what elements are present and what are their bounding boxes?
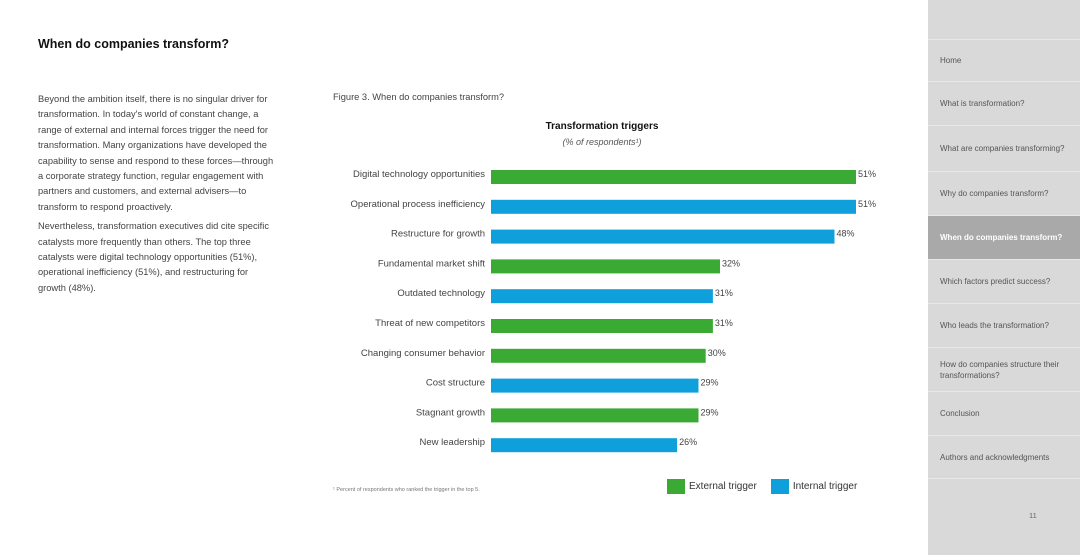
legend-item-external: External trigger [667,479,757,494]
sidebar-item-label: Home [940,56,962,65]
data-label: 32% [722,258,740,268]
chart-subtitle: (% of respondents¹) [562,137,641,147]
page-title: When do companies transform? [38,37,229,51]
bar-chart: Transformation triggers (% of respondents… [351,121,876,453]
sidebar-item-what-are-companies-transforming[interactable]: What are companies transforming? [928,125,1080,171]
body-paragraph: Nevertheless, transformation executives … [38,221,269,293]
category-label: Changing consumer behavior [361,348,485,359]
data-label: 29% [701,378,719,388]
category-label: Outdated technology [397,288,485,299]
category-label: Threat of new competitors [375,318,485,329]
chart-title: Transformation triggers [546,121,659,132]
data-label: 51% [858,169,876,179]
bar-external [491,408,699,423]
sidebar-item-label: Who leads the transformation? [940,321,1049,330]
bar-external [491,259,720,274]
report-page: When do companies transform? Beyond the … [38,37,876,494]
bar-internal [491,438,678,453]
sidebar-item-label: What is transformation? [940,99,1025,108]
sidebar-item-label: How do companies structure their transfo… [940,359,1060,380]
data-label: 31% [715,318,733,328]
bar-internal [491,199,856,214]
data-label: 31% [715,288,733,298]
body-paragraph: Beyond the ambition itself, there is no … [38,94,274,212]
sidebar-item-label: Authors and acknowledgments [940,452,1050,462]
figure-caption: Figure 3. When do companies transform? [333,92,505,102]
category-label: Fundamental market shift [378,258,486,269]
sidebar-item-how-do-companies-structure[interactable]: How do companies structure their transfo… [928,347,1080,391]
sidebar-item-label: What are companies transforming? [940,144,1065,153]
bar-internal [491,229,835,244]
sidebar-item-label: Which factors predict success? [940,277,1051,286]
sidebar-item-label: Why do companies transform? [940,189,1049,198]
sidebar-item-home[interactable]: Home [928,39,1080,81]
page-number: 11 [1029,511,1037,520]
sidebar-item-which-factors-predict-success[interactable]: Which factors predict success? [928,259,1080,303]
bar-external [491,170,856,184]
chart-footnote: ¹ Percent of respondents who ranked the … [333,487,480,493]
data-label: 48% [837,229,855,239]
legend-label-internal: Internal trigger [792,481,858,492]
bar-external [491,348,706,363]
category-label: New leadership [420,437,485,448]
legend-swatch-external [667,479,685,494]
legend-swatch-internal [770,479,789,494]
data-label: 51% [858,199,876,209]
sidebar-item-authors-and-acknowledgments[interactable]: Authors and acknowledgments [928,435,1080,479]
sidebar-item-label: When do companies transform? [940,233,1063,242]
legend-label-external: External trigger [689,481,757,492]
sidebar-item-what-is-transformation[interactable]: What is transformation? [928,81,1080,125]
sidebar-nav: Home What is transformation? What are co… [928,0,1080,555]
legend-item-internal: Internal trigger [770,479,858,494]
category-label: Digital technology opportunities [353,169,485,180]
category-label: Stagnant growth [416,407,485,418]
bar-internal [491,289,713,304]
data-label: 29% [701,407,719,417]
sidebar-item-why-do-companies-transform[interactable]: Why do companies transform? [928,171,1080,215]
sidebar-item-who-leads-the-transformation[interactable]: Who leads the transformation? [928,303,1080,347]
sidebar-item-label: Conclusion [940,409,980,418]
chart-legend: External trigger Internal trigger [667,479,871,494]
bar-external [491,319,713,333]
sidebar-item-when-do-companies-transform[interactable]: When do companies transform? [928,215,1080,259]
sidebar-item-conclusion[interactable]: Conclusion [928,391,1080,435]
data-label: 30% [708,348,726,358]
body-text: Beyond the ambition itself, there is no … [38,92,278,300]
category-label: Cost structure [426,378,485,389]
category-label: Operational process inefficiency [351,199,486,210]
bar-internal [491,378,699,393]
data-label: 26% [679,437,697,447]
category-label: Restructure for growth [391,229,485,240]
